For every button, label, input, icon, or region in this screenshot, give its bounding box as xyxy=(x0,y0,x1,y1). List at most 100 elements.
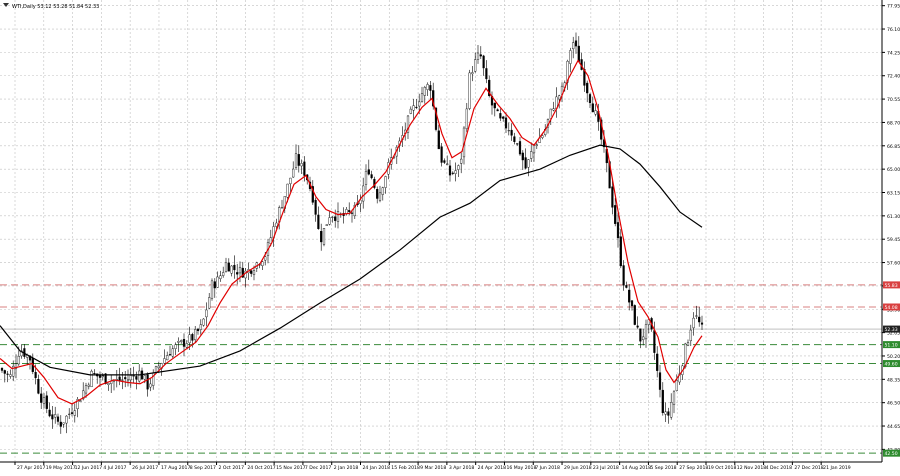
candle-bull xyxy=(569,50,572,64)
candle-bull xyxy=(364,170,368,185)
candle-bear xyxy=(51,414,54,420)
candle-bull xyxy=(230,265,233,274)
candle-bull xyxy=(686,342,690,346)
candle-bull xyxy=(692,317,695,329)
candle-bull xyxy=(336,211,340,222)
candle-bull xyxy=(163,358,166,364)
candle-bear xyxy=(653,330,656,353)
candle-bear xyxy=(628,289,631,303)
x-tick-label: 27 Apr 2017 xyxy=(17,465,45,471)
candle-bear xyxy=(311,186,314,203)
resistance-tag xyxy=(883,281,900,289)
triangle-down-icon[interactable] xyxy=(3,3,9,7)
candle-bull xyxy=(328,217,331,225)
candle-bear xyxy=(479,54,482,57)
candle-bear xyxy=(700,322,704,325)
candle-bear xyxy=(320,231,323,243)
candle-bull xyxy=(423,87,426,96)
candle-bull xyxy=(675,380,678,391)
x-tick-label: 4 Jul 2017 xyxy=(103,465,126,471)
candle-bull xyxy=(224,262,228,272)
support-tag-label: 51.10 xyxy=(885,343,898,349)
y-tick-label: 57.60 xyxy=(887,261,900,267)
candle-bear xyxy=(504,117,508,129)
candle-bull xyxy=(644,324,648,340)
candle-bull xyxy=(378,192,382,201)
candle-bear xyxy=(297,154,300,166)
candle-bull xyxy=(194,329,197,341)
y-tick-label: 46.50 xyxy=(887,401,900,407)
candle-bull xyxy=(300,163,303,167)
candle-bear xyxy=(146,374,149,390)
candle-bull xyxy=(465,108,468,129)
candle-bear xyxy=(611,186,614,208)
y-tick-label: 68.70 xyxy=(887,120,900,126)
candle-bear xyxy=(493,102,496,109)
candle-bear xyxy=(70,412,74,414)
y-tick-label: 74.25 xyxy=(887,50,900,56)
candle-bull xyxy=(65,415,68,424)
y-tick-label: 61.30 xyxy=(887,214,900,220)
candle-bear xyxy=(485,68,488,80)
candle-bear xyxy=(303,161,306,176)
candle-bear xyxy=(619,236,622,267)
candle-bull xyxy=(572,42,575,50)
x-tick-label: 16 May 2018 xyxy=(506,465,536,471)
candle-bull xyxy=(446,163,449,165)
candle-bull xyxy=(280,207,284,209)
candle-bull xyxy=(171,348,174,357)
candle-bear xyxy=(124,377,127,379)
x-tick-label: 29 Jun 2018 xyxy=(564,465,592,471)
candle-bull xyxy=(689,329,692,342)
candle-bull xyxy=(14,363,18,369)
x-tick-label: 27 Dec 2018 xyxy=(794,465,823,471)
candle-bear xyxy=(614,205,617,224)
x-tick-label: 14 Aug 2018 xyxy=(622,465,652,471)
candle-bear xyxy=(656,353,659,371)
candle-bull xyxy=(535,144,538,146)
candle-bear xyxy=(317,214,320,230)
candle-bull xyxy=(68,413,71,415)
candle-bear xyxy=(37,379,40,394)
y-tick-label: 59.45 xyxy=(887,237,900,243)
candle-bull xyxy=(244,270,247,279)
candle-bear xyxy=(434,107,438,130)
candle-bull xyxy=(17,355,20,365)
candle-bull xyxy=(474,59,477,72)
candle-bear xyxy=(40,393,43,403)
candle-bull xyxy=(84,385,88,394)
candle-bull xyxy=(642,336,645,340)
candle-bear xyxy=(488,79,491,96)
candle-bull xyxy=(149,383,152,388)
x-tick-label: 19 May 2017 xyxy=(46,465,76,471)
candle-bear xyxy=(518,141,522,155)
candle-bull xyxy=(202,318,205,326)
candle-bear xyxy=(516,143,519,145)
candle-bear xyxy=(348,210,351,212)
candle-bull xyxy=(476,52,480,60)
candle-bull xyxy=(252,270,256,276)
y-tick-label: 77.95 xyxy=(887,4,900,10)
x-tick-label: 17 Aug 2017 xyxy=(161,465,191,471)
candle-bear xyxy=(440,146,443,163)
candle-bull xyxy=(143,375,146,380)
candle-bear xyxy=(698,316,701,323)
candle-bear xyxy=(314,199,317,215)
candle-bull xyxy=(87,384,90,387)
candle-bull xyxy=(331,216,334,218)
candle-bear xyxy=(633,305,636,325)
candle-bull xyxy=(454,170,457,174)
x-tick-label: 15 Feb 2018 xyxy=(391,465,420,471)
candle-bull xyxy=(409,108,412,114)
candle-bull xyxy=(530,151,533,159)
candle-bear xyxy=(502,116,505,119)
y-tick-label: 70.55 xyxy=(887,97,900,103)
candle-bear xyxy=(415,106,418,108)
candle-bull xyxy=(107,382,110,386)
candle-bull xyxy=(222,272,225,276)
candle-bull xyxy=(238,266,242,274)
candle-bear xyxy=(93,373,96,375)
